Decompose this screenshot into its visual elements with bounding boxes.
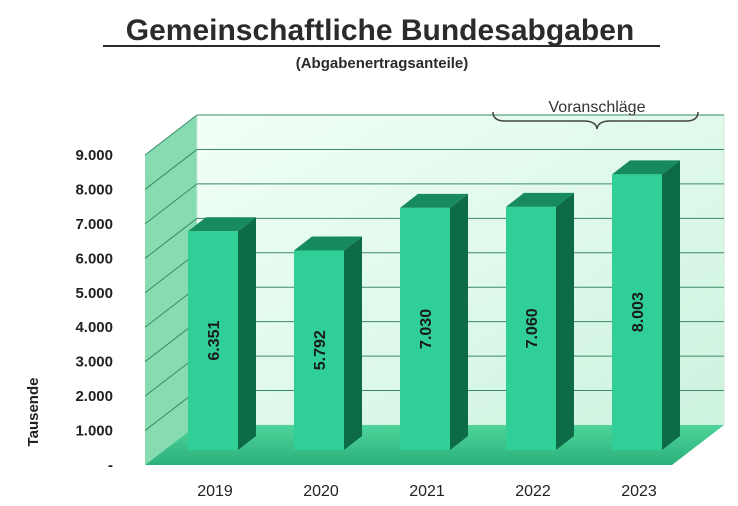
gridline: [144, 217, 198, 259]
y-tick-label: 2.000: [75, 388, 113, 405]
x-tick-label: 2021: [409, 483, 445, 500]
bar-side: [556, 192, 574, 451]
chart-subtitle: (Abgabenertragsanteile): [296, 55, 469, 72]
x-axis-ticks: 2019 2020 2021 2022 2023: [197, 483, 657, 500]
bar-value-label: 8.003: [630, 292, 647, 332]
bar-side: [450, 193, 468, 450]
bar-value-label: 7.060: [524, 308, 541, 348]
y-tick-label: 1.000: [75, 423, 113, 440]
bar-value-label: 7.030: [418, 309, 435, 349]
y-tick-label: 4.000: [75, 319, 113, 336]
bar-value-label: 6.351: [206, 321, 223, 361]
forecast-annotation-label: Voranschläge: [549, 99, 646, 116]
gridline: [144, 149, 198, 190]
bar-top: [294, 236, 362, 251]
bar-side: [238, 217, 256, 450]
y-axis-ticks: - 1.000 2.000 3.000 4.000 5.000 6.000 7.000 8.00…: [75, 147, 113, 474]
bar-side: [662, 160, 680, 450]
x-tick-label: 2019: [197, 483, 233, 500]
left-side-wall: [145, 115, 197, 465]
y-tick-label: 9.000: [75, 147, 113, 164]
y-tick-label: 6.000: [75, 250, 113, 267]
gridline: [144, 183, 198, 225]
y-tick-label: -: [108, 457, 113, 474]
bar: [188, 231, 238, 450]
x-tick-label: 2022: [515, 483, 551, 500]
gridline: [144, 114, 198, 156]
forecast-annotation: Voranschläge: [492, 99, 699, 130]
bar-top: [612, 160, 680, 175]
bar-value-label: 5.792: [312, 330, 329, 370]
bar-top: [188, 217, 256, 232]
bar-top: [506, 192, 574, 207]
y-tick-label: 5.000: [75, 285, 113, 302]
y-tick-label: 7.000: [75, 216, 113, 233]
bar-top: [400, 193, 468, 208]
bar: [612, 174, 662, 450]
chart-title: Gemeinschaftliche Bundesabgaben: [126, 14, 634, 47]
y-axis-label: Tausende: [25, 378, 42, 447]
bar: [506, 206, 556, 450]
bars: 6.351 5.792 7.030 7.060 8.003: [188, 160, 680, 451]
bar: [294, 250, 344, 450]
x-tick-label: 2023: [621, 483, 657, 500]
bar: [400, 207, 450, 450]
bar-side: [344, 236, 362, 450]
x-tick-label: 2020: [303, 483, 339, 500]
y-tick-label: 8.000: [75, 181, 113, 198]
forecast-brace: [492, 111, 699, 130]
y-tick-label: 3.000: [75, 354, 113, 371]
